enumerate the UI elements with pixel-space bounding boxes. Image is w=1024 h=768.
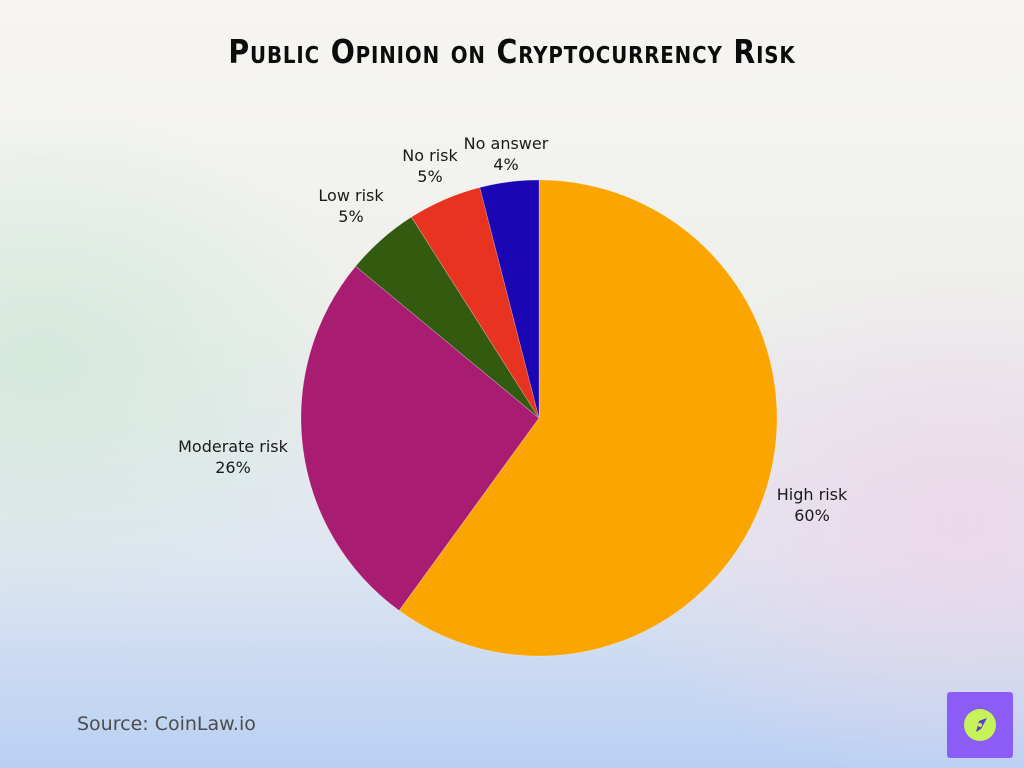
slice-label: Moderate risk 26% — [178, 437, 289, 477]
slice-label-name: No risk — [402, 146, 458, 165]
compass-icon — [964, 709, 996, 741]
slice-label-name: No answer — [464, 134, 549, 153]
slice-label-value: 26% — [215, 458, 251, 477]
slice-label-name: High risk — [777, 485, 848, 504]
slice-label: Low risk 5% — [318, 186, 384, 226]
slice-label-value: 5% — [338, 207, 363, 226]
chart-title: Public Opinion on Cryptocurrency Risk — [228, 32, 796, 71]
pie-slice-high-risk — [398, 179, 778, 657]
slice-label-name: Moderate risk — [178, 437, 289, 456]
pie-slice-moderate-risk — [300, 265, 540, 611]
pie-slice-no-answer — [479, 179, 540, 419]
slice-label: No answer 4% — [464, 134, 549, 174]
slice-label-name: Low risk — [318, 186, 384, 205]
slice-label-value: 60% — [794, 506, 830, 525]
brand-logo — [947, 692, 1013, 758]
slice-label-value: 4% — [493, 155, 518, 174]
slice-label: No risk 5% — [402, 146, 458, 186]
source-note: Source: CoinLaw.io — [77, 713, 256, 735]
slice-label-value: 5% — [417, 167, 442, 186]
pie-slice-low-risk — [355, 216, 540, 419]
slice-label: High risk 60% — [777, 485, 848, 525]
pie-slice-no-risk — [411, 187, 540, 419]
